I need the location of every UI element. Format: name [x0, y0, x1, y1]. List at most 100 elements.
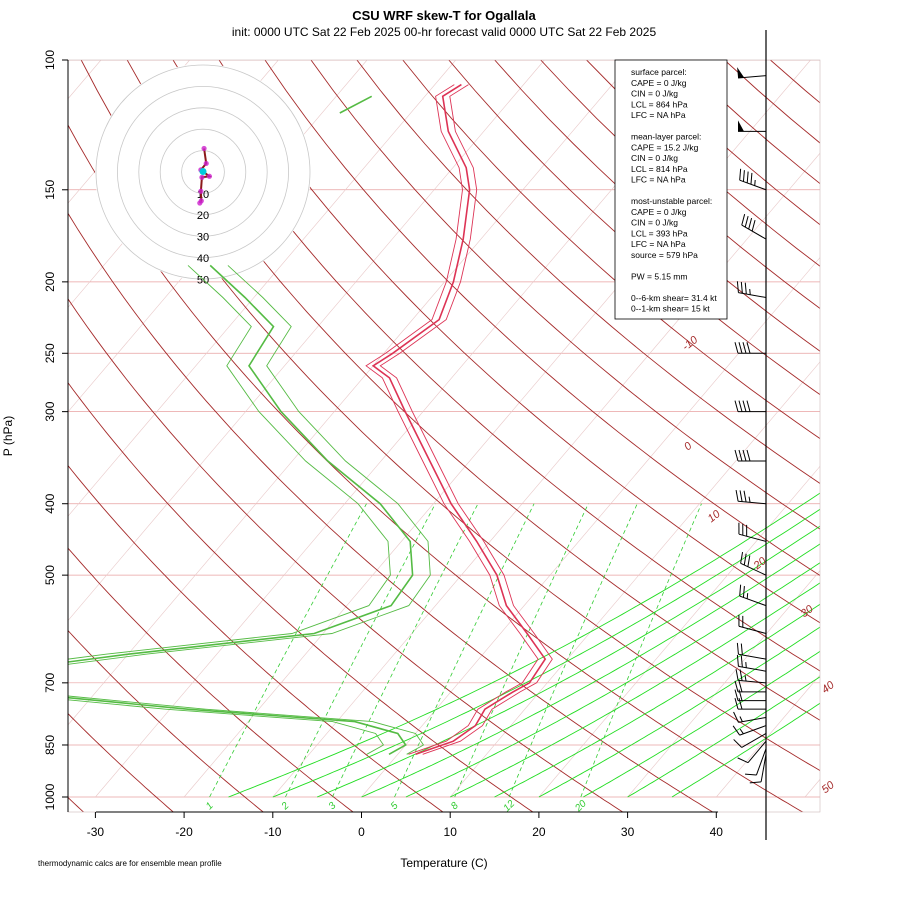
- wind-barb-shaft: [738, 716, 767, 723]
- wind-barb: [739, 584, 767, 607]
- dry-adiabat-line: [172, 60, 820, 672]
- info-box-line: CIN = 0 J/kg: [631, 153, 678, 163]
- wind-barb: [732, 725, 767, 736]
- wind-barb: [736, 281, 767, 298]
- wind-barb-flag: [742, 449, 747, 462]
- wind-barb-flag: [751, 219, 756, 232]
- isotherm-line: [68, 60, 634, 726]
- wind-barb-flag: [739, 168, 742, 181]
- pressure-tick-label: 250: [43, 343, 57, 363]
- x-axis-label: Temperature (C): [400, 856, 487, 870]
- mixing-ratio-line: [580, 503, 702, 798]
- wind-barb-half-flag: [739, 716, 743, 722]
- wind-barb-flag: [739, 669, 743, 681]
- wind-barb-shaft: [739, 595, 767, 607]
- info-box-line: CIN = 0 J/kg: [631, 89, 678, 99]
- wind-barb-flag: [746, 449, 751, 462]
- temperature-tick-label: 30: [621, 825, 635, 839]
- info-box-line: LFC = NA hPa: [631, 175, 686, 185]
- wind-barb: [738, 120, 766, 132]
- isotherm-line: [716, 674, 820, 798]
- wind-barb-flag: [740, 655, 743, 668]
- wind-barb-flag: [742, 586, 745, 598]
- dry-adiabats: [68, 60, 820, 812]
- isotherm-label: 10: [706, 508, 724, 526]
- dry-adiabat-line: [310, 60, 820, 530]
- isotherm-label: -10: [680, 333, 701, 353]
- dry-adiabat-line: [356, 60, 820, 484]
- wind-barb: [733, 711, 767, 723]
- wind-barb-flag: [738, 698, 743, 710]
- hodograph-point: [197, 200, 203, 206]
- isotherm-line: [361, 257, 820, 798]
- wind-barb: [745, 748, 767, 776]
- wind-barb-shaft: [741, 733, 767, 748]
- wind-barb-flag: [742, 400, 747, 412]
- wind-barb-flag: [738, 449, 743, 462]
- wind-barb-flag: [738, 400, 743, 412]
- temperature-line: [371, 83, 547, 756]
- info-box-line: mean-layer parcel:: [631, 132, 701, 142]
- hodograph-point: [203, 160, 209, 167]
- wind-barb: [734, 698, 766, 710]
- wind-barb-flag: [746, 171, 749, 183]
- wind-barb-shaft: [738, 665, 767, 672]
- moist-adiabat-line: [583, 650, 820, 798]
- mixing-ratio-line: [508, 503, 638, 798]
- hodograph-surface-point: [199, 168, 207, 175]
- wind-barb: [735, 669, 767, 684]
- wind-barb-flag: [735, 669, 739, 681]
- isotherm-label: 40: [820, 679, 838, 697]
- wind-barb-flag: [736, 281, 739, 293]
- isotherm-line: [538, 465, 820, 798]
- moist-adiabat-line: [405, 562, 820, 798]
- hodograph-ring: [159, 128, 247, 216]
- wind-barb-flag: [734, 449, 739, 462]
- wind-barb: [738, 614, 767, 634]
- wind-barb-flag: [749, 781, 762, 784]
- wind-barb-flag: [744, 282, 747, 295]
- isotherm-line: [894, 60, 900, 797]
- isotherm-line: [272, 152, 820, 798]
- moist-adiabat-line: [361, 543, 820, 798]
- wind-barb-shaft: [740, 562, 767, 576]
- wind-barb-flag: [739, 584, 742, 597]
- temperature-tick-label: 40: [710, 825, 724, 839]
- isotherm-label: 0: [682, 439, 695, 453]
- wind-barb-half-flag: [749, 288, 751, 295]
- moist-adiabat-line: [494, 603, 820, 798]
- mixing-ratio-lines: [209, 503, 702, 798]
- hodograph-ring: [138, 107, 268, 237]
- wind-barb-flag: [734, 680, 739, 692]
- wind-barb: [740, 551, 767, 576]
- wind-barb-flag: [738, 342, 743, 354]
- hodograph-point: [201, 145, 207, 152]
- moist-adiabat-line: [450, 582, 820, 798]
- wind-barb-flag: [743, 490, 747, 503]
- info-box-line: LCL = 393 hPa: [631, 228, 688, 238]
- dry-adiabat-line: [68, 547, 354, 812]
- pressure-tick-label: 100: [43, 50, 57, 70]
- wind-barb-shaft: [738, 653, 767, 660]
- mixing-ratio-line: [209, 503, 367, 798]
- wind-barb-flag: [740, 551, 744, 564]
- wind-barb-flag: [734, 698, 739, 710]
- wind-barb-flag: [743, 553, 747, 566]
- wind-barb-half-flag: [744, 675, 747, 682]
- moist-adiabat-line: [627, 676, 820, 798]
- dry-adiabat-line: [68, 712, 174, 812]
- wind-barb-flag: [734, 689, 739, 701]
- pressure-tick-label: 700: [43, 673, 57, 693]
- footnote: thermodynamic calcs are for ensemble mea…: [38, 859, 222, 868]
- info-box-line: surface parcel:: [631, 67, 687, 77]
- dry-adiabat-line: [264, 60, 820, 576]
- wind-barb-flag: [733, 739, 743, 748]
- wind-barb: [736, 642, 767, 660]
- info-box-line: LCL = 814 hPa: [631, 164, 688, 174]
- info-box-line: PW = 5.15 mm: [631, 271, 687, 281]
- wind-barb-shaft: [738, 533, 767, 542]
- info-box-line: CAPE = 15.2 J/kg: [631, 142, 699, 152]
